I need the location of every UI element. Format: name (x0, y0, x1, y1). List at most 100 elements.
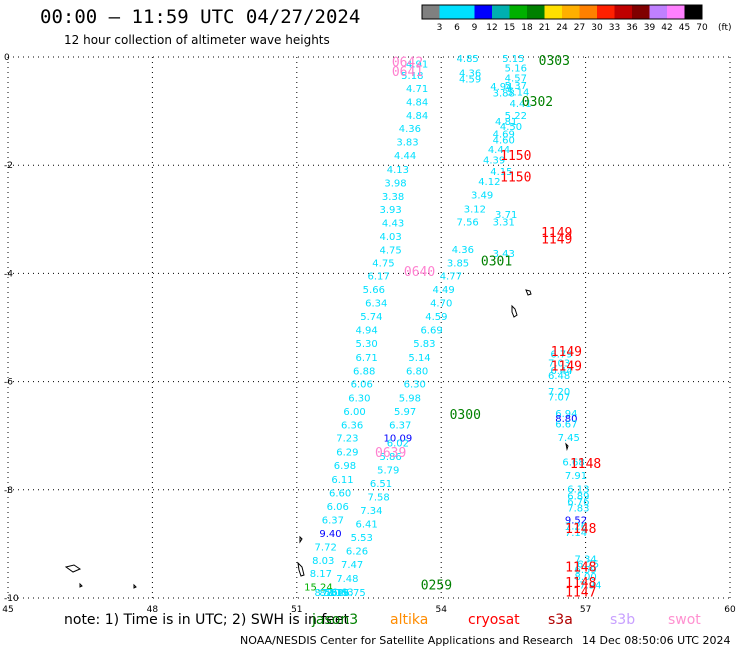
wave-height-label: 7.03 (548, 358, 570, 369)
wave-height-label: 3.83 (396, 138, 418, 149)
wave-height-label: 8.03 (312, 556, 334, 567)
wave-height-label: 5.86 (380, 452, 402, 463)
colorbar-swatch (527, 5, 545, 19)
wave-height-label: 7.47 (341, 560, 363, 571)
colorbar-swatch (492, 5, 510, 19)
colorbar-swatch (579, 5, 597, 19)
pass-time-label: 1149 (551, 359, 582, 374)
wave-height-label: 6.17 (367, 271, 389, 282)
footer-timestamp: 14 Dec 08:50:06 UTC 2024 (582, 634, 731, 647)
satellite-legend-swot: swot (668, 612, 701, 628)
satellite-legend-s3a: s3a (548, 612, 573, 628)
pass-time-label: 0639 (375, 446, 406, 461)
x-tick-label: 57 (580, 605, 591, 615)
wave-height-label: 8.58 (315, 588, 337, 599)
wave-height-label: 3.85 (447, 258, 469, 269)
wave-height-label: 4.15 (490, 167, 512, 178)
pass-time-label: 1147 (565, 586, 596, 601)
wave-height-label: 7.62 (322, 588, 344, 599)
chart-subtitle: 12 hour collection of altimeter wave hei… (64, 33, 330, 47)
wave-height-label: 4.81 (495, 117, 517, 128)
wave-height-label: 3.93 (380, 205, 402, 216)
chart-grid (7, 56, 731, 599)
wave-height-label: 4.94 (355, 325, 377, 336)
wave-height-label: 8.00 (574, 572, 596, 583)
pass-time-label: 0302 (522, 95, 553, 110)
wave-height-label: 5.22 (505, 111, 527, 122)
colorbar-label: 45 (679, 23, 690, 33)
wave-height-label: 6.29 (336, 448, 358, 459)
pass-time-label: 1148 (565, 576, 596, 591)
wave-height-label: 6.88 (353, 367, 375, 378)
colorbar-swatch (614, 5, 632, 19)
pass-time-label: 0301 (481, 254, 512, 269)
wave-height-label: 4.12 (478, 177, 500, 188)
colorbar-unit: (ft) (718, 23, 732, 33)
wave-height-label: 6.68 (562, 457, 584, 468)
colorbar-label: 70 (696, 23, 708, 33)
y-tick-label: 0 (4, 53, 10, 63)
wave-height-label: 7.58 (367, 493, 389, 504)
wave-height-label: 4.75 (380, 245, 402, 256)
wave-height-label: 9.52 (565, 515, 587, 526)
x-tick-label: 60 (724, 605, 736, 615)
wave-height-label: 5.14 (408, 353, 430, 364)
wave-height-label: 6.59 (574, 565, 596, 576)
pass-time-label: 0259 (421, 579, 452, 594)
wave-height-label: 4.75 (372, 258, 394, 269)
wave-height-label: 4.57 (505, 73, 527, 84)
wave-height-label: 7.34 (360, 506, 382, 517)
island-outline (64, 564, 82, 573)
axis-tick-labels: 45 48 51 54 57 60 0 -2 -4 -6 -8 -10 (2, 53, 736, 615)
wave-height-label: 6.06 (327, 502, 349, 513)
wave-height-label: 4.44 (394, 151, 416, 162)
colorbar-label: 27 (574, 23, 585, 33)
wave-height-label: 4.39 (483, 156, 505, 167)
colorbar-swatch (667, 5, 685, 19)
wave-height-label: 7.72 (315, 542, 337, 553)
wave-height-label: 6.76 (567, 497, 589, 508)
colorbar-label: 3 (437, 23, 443, 33)
wave-height-label: 4.77 (440, 271, 462, 282)
wave-height-label: 6.37 (389, 421, 411, 432)
wave-height-label: 4.03 (380, 232, 402, 243)
wave-height-label: 6.44 (550, 366, 572, 377)
land-outlines (64, 289, 569, 589)
pass-time-label: 1149 (541, 232, 572, 247)
data-labels: 4.85 5.155.16 4.36 4.57 4.59 4.915.18 4.71 4.84… (304, 54, 601, 601)
y-tick-label: -4 (4, 269, 13, 279)
wave-height-label: 3.98 (384, 178, 406, 189)
wave-height-label: 6.00 (343, 407, 365, 418)
wave-height-label: 7.07 (548, 393, 570, 404)
wave-height-label: 15.24 (304, 582, 333, 593)
wave-height-label: 5.79 (377, 466, 399, 477)
wave-height-label: 8.17 (310, 569, 332, 580)
pass-time-label: 1149 (541, 226, 572, 241)
wave-height-label: 4.13 (387, 165, 409, 176)
colorbar-swatch (457, 5, 475, 19)
colorbar-swatch (562, 5, 580, 19)
wave-height-label: 6.80 (406, 367, 428, 378)
colorbar-label: 15 (504, 23, 515, 33)
wave-height-label: 8.80 (555, 414, 577, 425)
wave-height-label: 6.98 (334, 461, 356, 472)
wave-height-label: 7.14 (565, 528, 587, 539)
wave-height-label: 4.36 (452, 245, 474, 256)
colorbar-label: 42 (661, 23, 672, 33)
y-tick-label: -10 (4, 594, 19, 604)
wave-height-label: 7.48 (336, 574, 358, 585)
wave-height-label: 4.91 (406, 59, 428, 70)
wave-height-label: 4.85 (457, 54, 479, 65)
colorbar-swatch (422, 5, 440, 19)
pass-time-label: 0641 (392, 65, 423, 80)
wave-height-label: 3.38 (382, 192, 404, 203)
pass-time-label: 1148 (565, 522, 596, 537)
wave-height-label: 4.84 (406, 111, 428, 122)
island-outline (565, 442, 569, 451)
wave-height-label: 4.59 (425, 312, 447, 323)
wave-height-label: 5.66 (363, 285, 385, 296)
colorbar-label: 6 (454, 23, 460, 33)
y-tick-label: -8 (4, 486, 13, 496)
wave-height-label: 7.91 (565, 471, 587, 482)
wave-height-label: 6.36 (341, 421, 363, 432)
